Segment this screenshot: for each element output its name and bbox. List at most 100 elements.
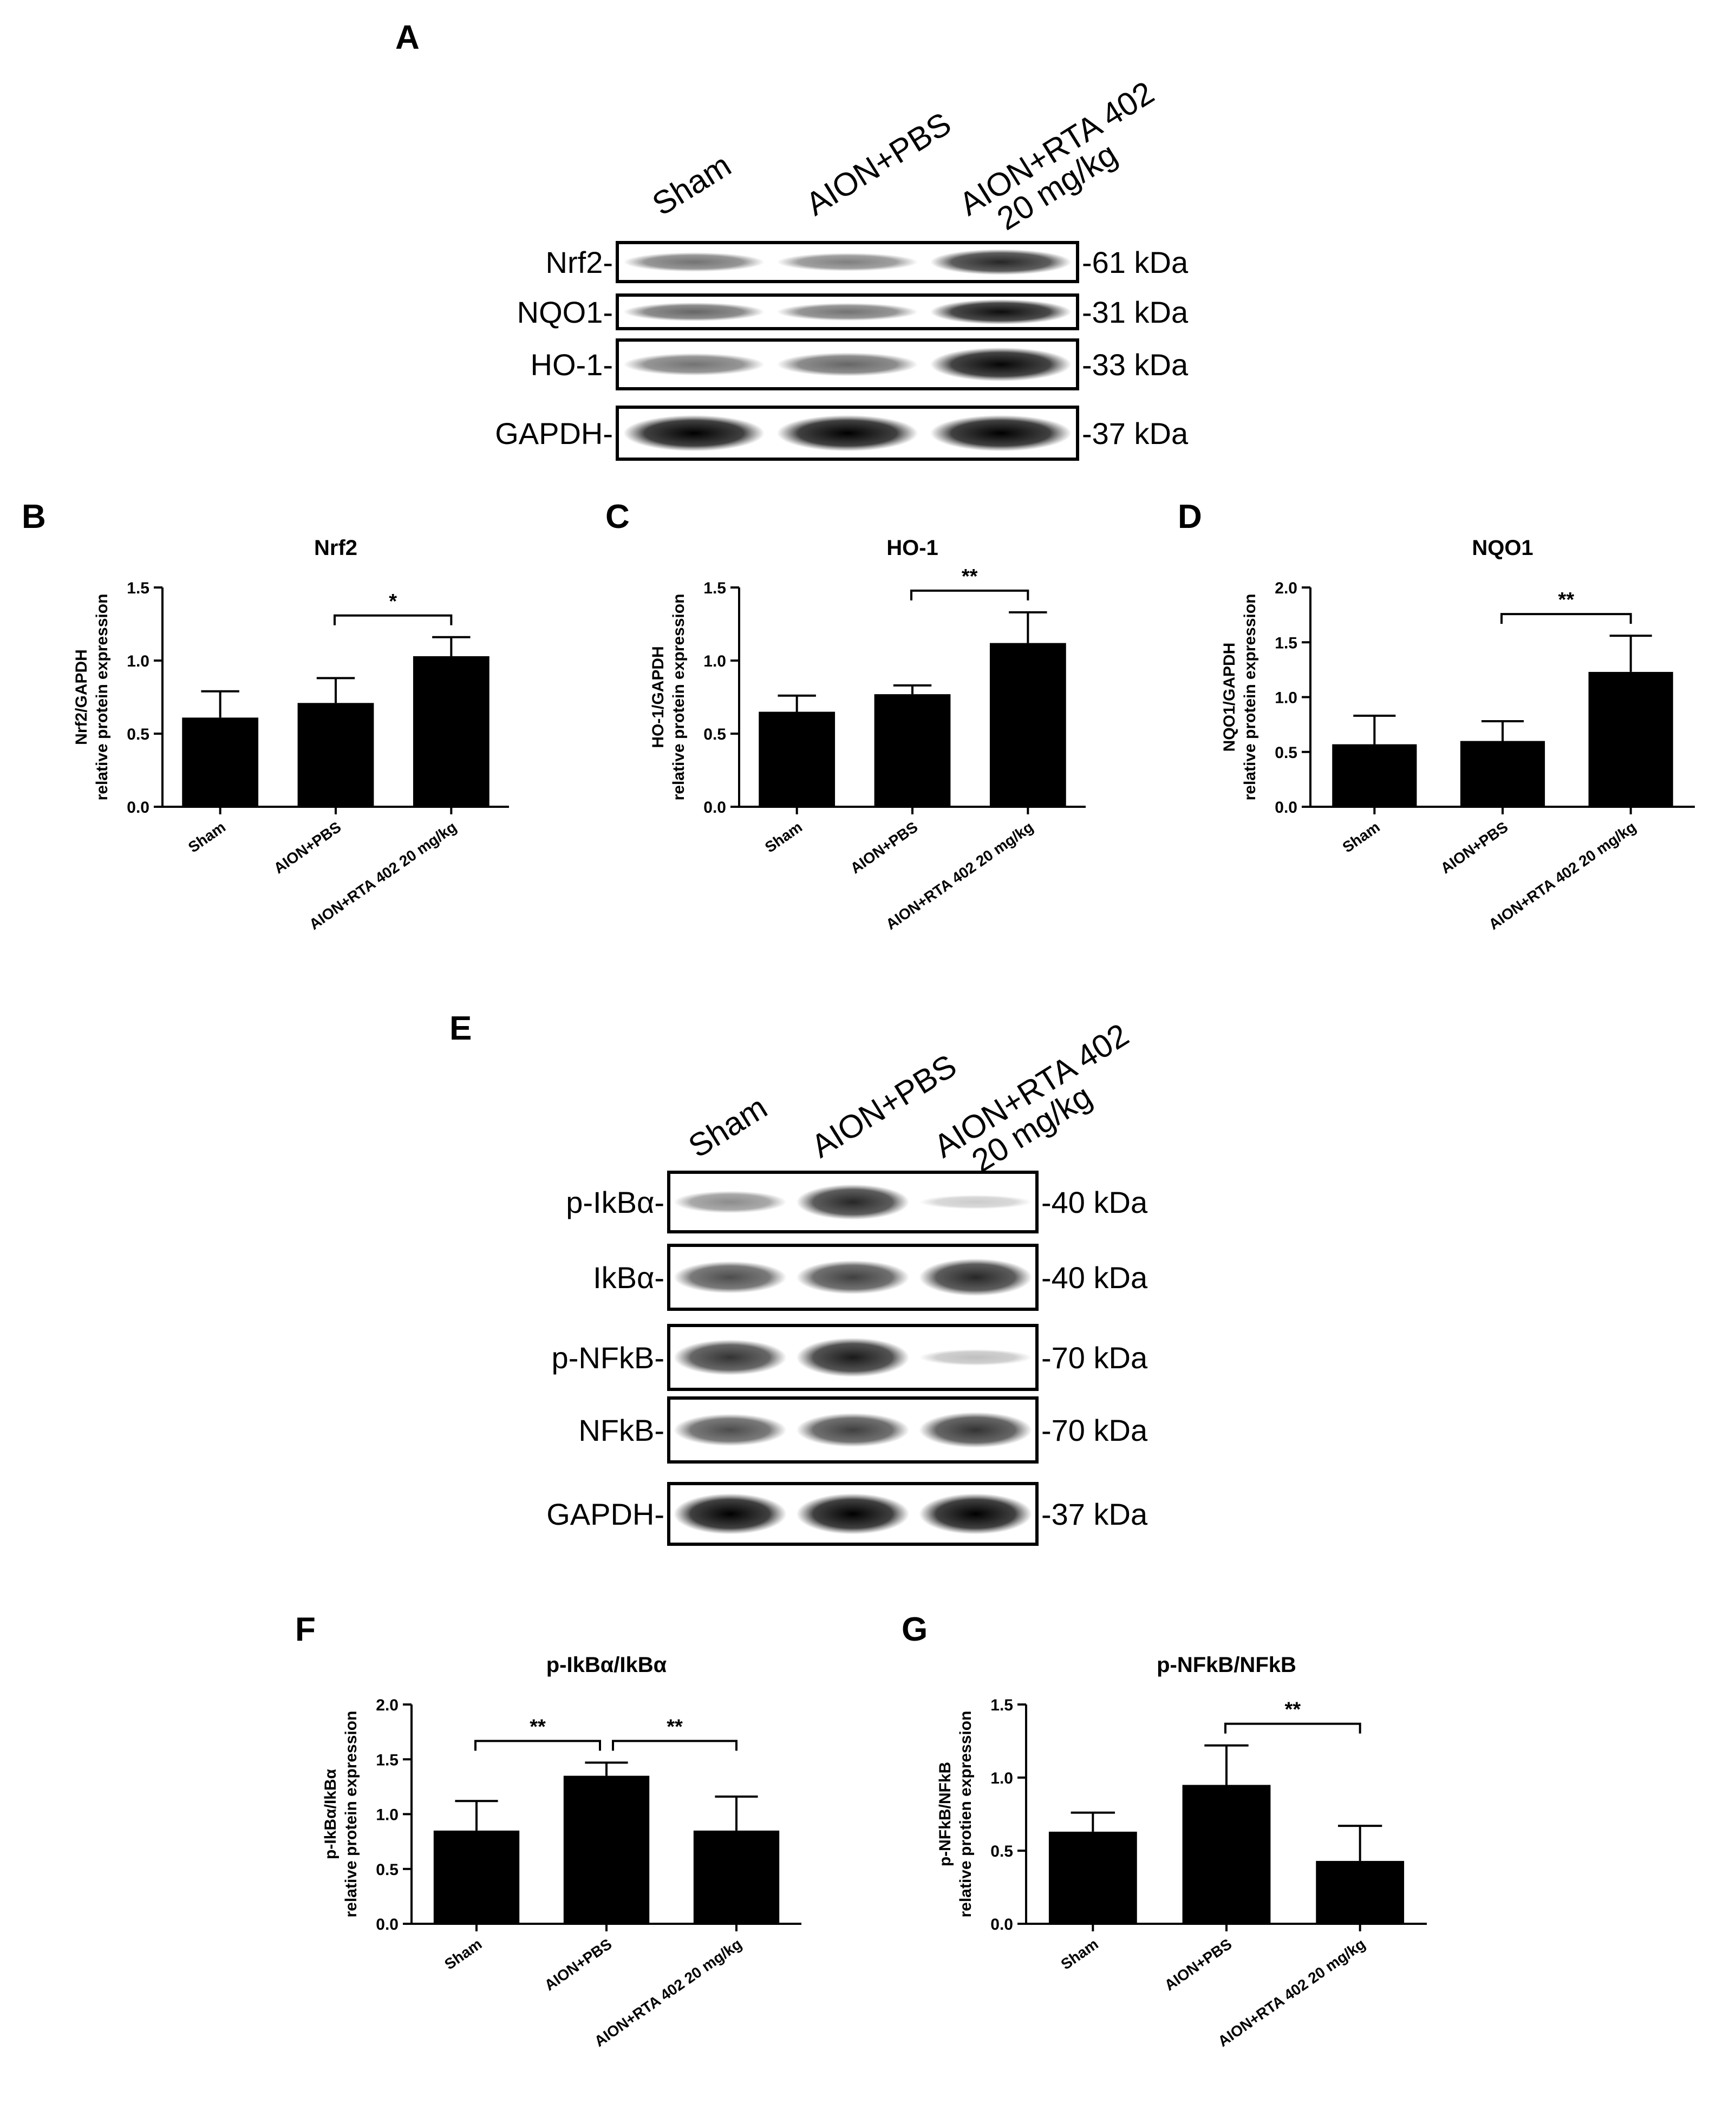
x-tick-label: AION+RTA 402 20 mg/kg: [1215, 1936, 1369, 2050]
chart-title: NQO1: [1472, 536, 1533, 560]
significance-bracket: [1500, 613, 1632, 624]
blot-band: [674, 1493, 787, 1534]
chart-title: p-NFkB/NFkB: [1157, 1653, 1296, 1677]
kda-label: -61 kDa: [1082, 245, 1189, 279]
x-tick-label: Sham: [1058, 1936, 1101, 1973]
protein-label: GAPDH-: [495, 416, 613, 450]
blot-band: [930, 347, 1072, 382]
chart-title: HO-1: [886, 536, 938, 560]
panel-label-e: E: [449, 1010, 472, 1047]
kda-label: -37 kDa: [1041, 1497, 1148, 1531]
y-axis-label: NQO1/GAPDH relative protein expression: [1221, 594, 1259, 801]
blot-band: [674, 1340, 787, 1375]
significance-label: **: [1285, 1699, 1301, 1721]
x-tick-label: AION+PBS: [1438, 819, 1511, 877]
kda-label: -70 kDa: [1041, 1413, 1148, 1447]
blot-frame: [667, 1396, 1039, 1464]
significance-label: **: [667, 1715, 683, 1738]
y-tick-label: 1.5: [376, 1751, 399, 1769]
bar: [759, 711, 836, 807]
panel-label-d: D: [1178, 498, 1202, 535]
y-axis-label: Nrf2/GAPDH relative protein expression: [73, 594, 111, 801]
x-tick-label: AION+PBS: [541, 1936, 615, 1994]
blot-band: [930, 249, 1072, 275]
bar-chart-nqo1: NQO1 0.0 0.5 1.0 1.5 2.0 NQO1/GAPDH relative pr…: [1221, 536, 1695, 933]
y-tick-label: 0.0: [703, 799, 726, 817]
lane-label: Sham: [682, 1089, 773, 1165]
bar: [182, 717, 259, 807]
kda-label: -70 kDa: [1041, 1341, 1148, 1375]
lane-label: AION+RTA 40220 mg/kg: [953, 74, 1178, 250]
y-tick-label: 0.0: [990, 1916, 1013, 1934]
x-tick-label: Sham: [441, 1936, 485, 1973]
y-tick-label: 1.5: [1275, 634, 1297, 652]
blot-band: [919, 1258, 1032, 1296]
y-tick-label: 1.0: [127, 652, 149, 670]
bar: [693, 1830, 780, 1924]
bar: [1588, 671, 1673, 807]
significance-label: **: [962, 565, 978, 588]
blot-frame: [667, 1244, 1039, 1311]
kda-label: -31 kDa: [1082, 295, 1189, 329]
protein-label: GAPDH-: [546, 1497, 664, 1531]
blot-band: [796, 1493, 910, 1534]
x-tick-label: AION+RTA 402 20 mg/kg: [1486, 819, 1640, 933]
kda-label: -37 kDa: [1082, 416, 1189, 450]
bar: [1048, 1831, 1137, 1924]
blot-band: [623, 302, 765, 322]
blot-band: [930, 415, 1072, 452]
y-tick-label: 1.5: [990, 1696, 1013, 1714]
y-tick-label: 0.5: [990, 1843, 1013, 1860]
blot-band: [776, 253, 918, 271]
bar: [1316, 1860, 1405, 1924]
blot-band: [623, 353, 765, 376]
bar: [563, 1775, 650, 1924]
protein-label: Nrf2-: [546, 245, 613, 279]
panel-label-a: A: [395, 19, 420, 56]
blot-band: [930, 299, 1072, 325]
lane-label: AION+PBS: [799, 105, 957, 223]
y-tick-label: 0.0: [127, 799, 149, 817]
blot-band: [796, 1184, 910, 1220]
y-tick-label: 1.0: [1275, 689, 1297, 707]
y-tick-label: 1.5: [703, 579, 726, 597]
bar-chart-ho1: HO-1 0.0 0.5 1.0 1.5 HO-1/GAPDH relative prote…: [649, 536, 1086, 933]
blot-band: [796, 1413, 910, 1447]
protein-label: NQO1-: [517, 295, 613, 329]
bar: [989, 643, 1066, 807]
bar-chart-pnfkb: p-NFkB/NFkB 0.0 0.5 1.0 1.5 p-NFkB/NFkB relati…: [936, 1653, 1427, 2050]
blot-band: [623, 415, 765, 452]
protein-label: NFkB-: [578, 1413, 664, 1447]
bar: [297, 703, 374, 807]
y-tick-label: 0.5: [703, 726, 726, 743]
y-tick-label: 1.0: [703, 652, 726, 670]
kda-label: -33 kDa: [1082, 348, 1189, 382]
lane-label: AION+RTA 40220 mg/kg: [928, 1016, 1152, 1192]
chart-title: p-IkBα/IkBα: [546, 1653, 667, 1677]
y-tick-label: 0.5: [1275, 744, 1297, 762]
bar-chart-nrf2: Nrf2 0.0 0.5 1.0 1.5 Nrf2/GAPDH relative prote…: [73, 536, 509, 933]
kda-label: -40 kDa: [1041, 1185, 1148, 1219]
blot-band: [919, 1412, 1032, 1448]
protein-label: p-IkBα-: [566, 1185, 664, 1219]
blot-band: [674, 1261, 787, 1294]
y-tick-label: 1.5: [127, 579, 149, 597]
blot-band: [919, 1349, 1032, 1366]
x-tick-label: AION+PBS: [1161, 1936, 1235, 1994]
y-tick-label: 0.5: [376, 1861, 399, 1879]
x-tick-label: Sham: [185, 819, 229, 856]
blot-band: [776, 352, 918, 376]
y-tick-label: 2.0: [376, 1696, 399, 1714]
significance-bracket: [1224, 1722, 1361, 1734]
bar: [413, 656, 490, 807]
blot-frame: [667, 1482, 1039, 1546]
y-tick-label: 1.0: [376, 1806, 399, 1824]
x-tick-label: AION+PBS: [271, 819, 344, 877]
chart-title: Nrf2: [314, 536, 357, 560]
blot-frame: [616, 338, 1079, 390]
bar: [1182, 1785, 1271, 1924]
bar: [874, 694, 951, 807]
x-tick-label: AION+RTA 402 20 mg/kg: [591, 1936, 745, 2050]
